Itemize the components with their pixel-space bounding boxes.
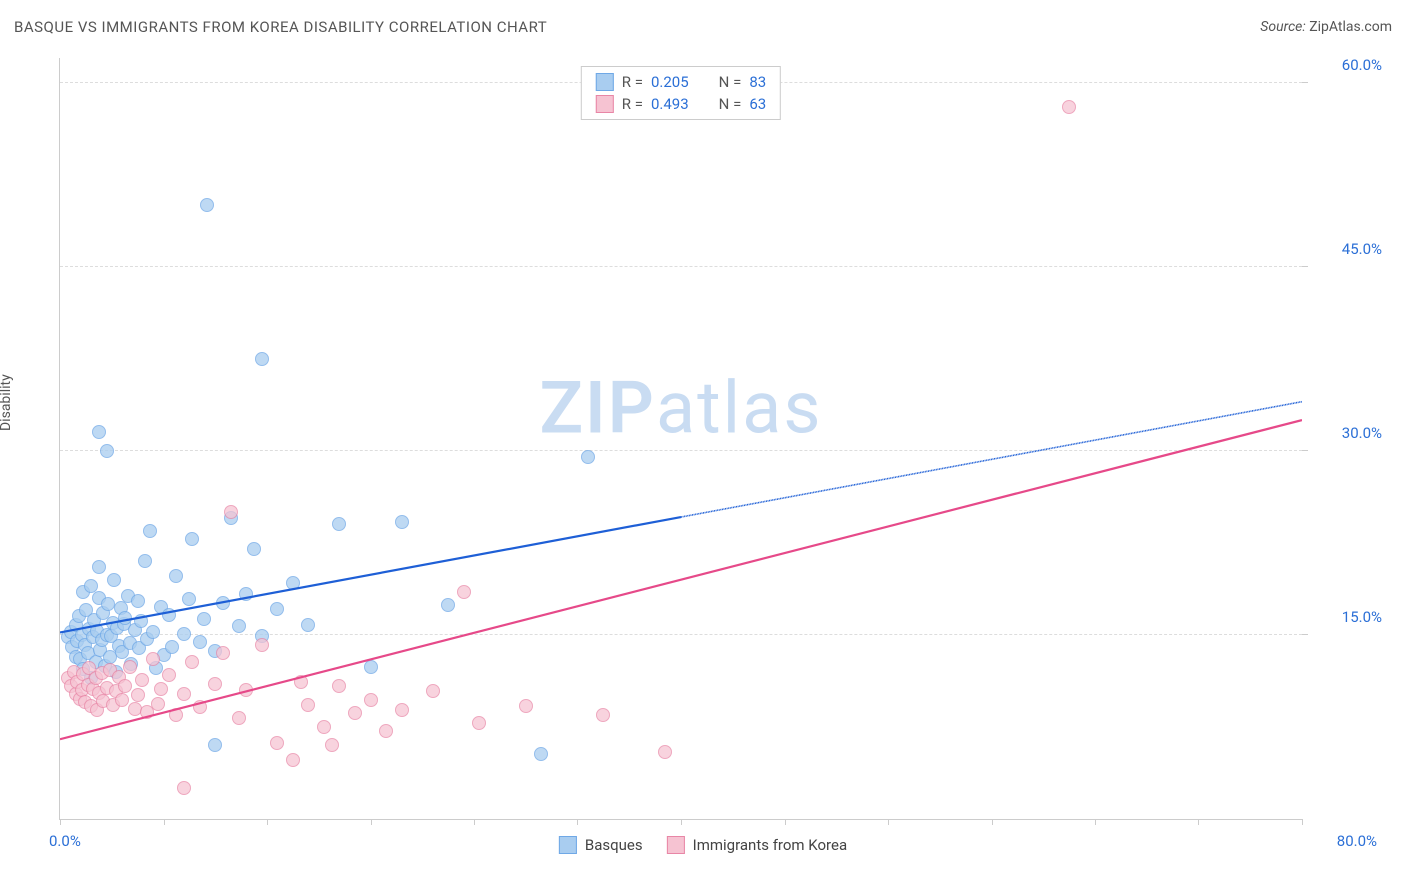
- x-tick-mark: [785, 819, 786, 825]
- y-tick-label: 15.0%: [1312, 608, 1382, 626]
- legend-label: Basques: [585, 836, 643, 854]
- legend-label: Immigrants from Korea: [693, 836, 847, 854]
- x-tick-mark: [1095, 819, 1096, 825]
- x-tick-mark: [371, 819, 372, 825]
- source-name: ZipAtlas.com: [1309, 19, 1392, 35]
- regression-lines: [60, 58, 1302, 819]
- x-tick-mark: [60, 819, 61, 825]
- legend-stats-row: R = 0.493 N = 63: [596, 93, 766, 115]
- y-tick-mark: [1302, 634, 1308, 635]
- x-tick-mark: [267, 819, 268, 825]
- chart-header: BASQUE VS IMMIGRANTS FROM KOREA DISABILI…: [14, 18, 1392, 36]
- x-tick-mark: [888, 819, 889, 825]
- chart-source: Source: ZipAtlas.com: [1260, 19, 1392, 35]
- legend-stats: R = 0.205 N = 83 R = 0.493 N = 63: [581, 66, 781, 120]
- legend-stats-row: R = 0.205 N = 83: [596, 71, 766, 93]
- r-value: 0.493: [651, 95, 689, 113]
- regression-line-solid: [60, 517, 681, 632]
- n-label: N =: [719, 73, 742, 91]
- plot-area: ZIPatlas R = 0.205 N = 83 R = 0.493 N = …: [59, 58, 1302, 820]
- y-tick-mark: [1302, 450, 1308, 451]
- x-tick-mark: [992, 819, 993, 825]
- y-axis-label: Disability: [0, 374, 14, 431]
- n-label: N =: [719, 95, 742, 113]
- chart-title: BASQUE VS IMMIGRANTS FROM KOREA DISABILI…: [14, 18, 547, 36]
- legend-swatch: [559, 836, 577, 854]
- r-value: 0.205: [651, 73, 689, 91]
- chart-container: Disability ZIPatlas R = 0.205 N = 83 R =…: [14, 48, 1392, 878]
- legend-swatch: [596, 95, 614, 113]
- r-label: R =: [622, 73, 643, 91]
- legend-item: Immigrants from Korea: [667, 836, 847, 854]
- legend-series: Basques Immigrants from Korea: [559, 836, 847, 854]
- n-value: 63: [749, 95, 766, 113]
- y-tick-mark: [1302, 266, 1308, 267]
- legend-swatch: [596, 73, 614, 91]
- r-label: R =: [622, 95, 643, 113]
- x-axis-min-label: 0.0%: [49, 832, 81, 850]
- legend-item: Basques: [559, 836, 643, 854]
- x-tick-mark: [577, 819, 578, 825]
- x-tick-mark: [681, 819, 682, 825]
- x-tick-mark: [1198, 819, 1199, 825]
- legend-swatch: [667, 836, 685, 854]
- source-label: Source:: [1260, 19, 1305, 35]
- n-value: 83: [749, 73, 766, 91]
- y-tick-label: 30.0%: [1312, 424, 1382, 442]
- y-tick-label: 60.0%: [1312, 56, 1382, 74]
- y-tick-mark: [1302, 82, 1308, 83]
- y-tick-label: 45.0%: [1312, 240, 1382, 258]
- x-tick-mark: [1302, 819, 1303, 825]
- x-tick-mark: [474, 819, 475, 825]
- x-tick-mark: [164, 819, 165, 825]
- regression-line-solid: [60, 420, 1302, 739]
- x-axis-max-label: 80.0%: [1337, 832, 1377, 850]
